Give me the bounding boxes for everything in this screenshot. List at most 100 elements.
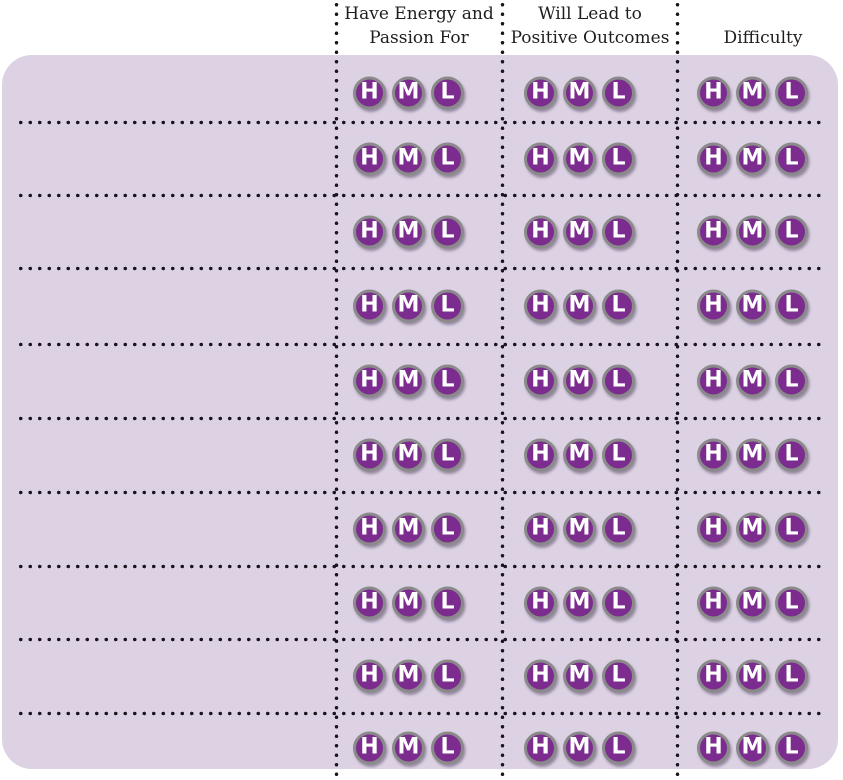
rating-high-button[interactable]: H: [524, 215, 557, 248]
rating-low-button[interactable]: L: [431, 76, 464, 109]
rating-low-button[interactable]: L: [602, 142, 635, 175]
rating-low-button[interactable]: L: [602, 586, 635, 619]
rating-high-button[interactable]: H: [353, 659, 386, 693]
rating-low-button[interactable]: L: [775, 364, 808, 398]
rating-medium-button[interactable]: M: [563, 586, 596, 619]
rating-high-button[interactable]: H: [353, 731, 386, 765]
rating-low-button[interactable]: L: [775, 289, 808, 323]
rating-low-button[interactable]: L: [602, 76, 635, 109]
task-write-area[interactable]: [16, 271, 328, 341]
rating-high-button[interactable]: H: [524, 142, 557, 175]
rating-low-button[interactable]: L: [775, 659, 808, 693]
rating-medium-button[interactable]: M: [736, 586, 769, 619]
rating-low-button[interactable]: L: [602, 289, 635, 323]
rating-high-button[interactable]: H: [697, 512, 730, 546]
rating-medium-button[interactable]: M: [736, 512, 769, 546]
task-write-area[interactable]: [16, 642, 328, 710]
rating-medium-button[interactable]: M: [736, 142, 769, 175]
rating-medium-button[interactable]: M: [392, 215, 425, 248]
rating-low-button[interactable]: L: [775, 512, 808, 546]
rating-high-button[interactable]: H: [524, 512, 557, 546]
rating-high-button[interactable]: H: [697, 215, 730, 248]
rating-low-button[interactable]: L: [602, 512, 635, 546]
rating-low-button[interactable]: L: [602, 438, 635, 472]
rating-high-button[interactable]: H: [697, 76, 730, 109]
rating-high-button[interactable]: H: [697, 142, 730, 175]
rating-low-button[interactable]: L: [775, 586, 808, 619]
rating-medium-button[interactable]: M: [392, 586, 425, 619]
rating-low-button[interactable]: L: [775, 215, 808, 248]
rating-high-button[interactable]: H: [353, 364, 386, 398]
rating-high-button[interactable]: H: [524, 659, 557, 693]
rating-medium-button[interactable]: M: [736, 731, 769, 765]
rating-medium-button[interactable]: M: [736, 659, 769, 693]
rating-low-button[interactable]: L: [431, 364, 464, 398]
rating-low-button[interactable]: L: [431, 512, 464, 546]
rating-medium-button[interactable]: M: [563, 731, 596, 765]
rating-medium-button[interactable]: M: [392, 659, 425, 693]
rating-high-button[interactable]: H: [697, 364, 730, 398]
rating-low-button[interactable]: L: [431, 289, 464, 323]
rating-medium-button[interactable]: M: [392, 438, 425, 472]
rating-medium-button[interactable]: M: [736, 364, 769, 398]
rating-medium-button[interactable]: M: [563, 215, 596, 248]
rating-low-button[interactable]: L: [431, 215, 464, 248]
rating-medium-button[interactable]: M: [563, 438, 596, 472]
rating-low-button[interactable]: L: [775, 142, 808, 175]
task-write-area[interactable]: [16, 569, 328, 636]
rating-high-button[interactable]: H: [697, 586, 730, 619]
rating-low-button[interactable]: L: [431, 659, 464, 693]
rating-high-button[interactable]: H: [697, 438, 730, 472]
rating-low-button[interactable]: L: [775, 438, 808, 472]
task-write-area[interactable]: [16, 716, 328, 766]
task-write-area[interactable]: [16, 495, 328, 563]
task-write-area[interactable]: [16, 421, 328, 489]
rating-medium-button[interactable]: M: [736, 215, 769, 248]
rating-high-button[interactable]: H: [524, 438, 557, 472]
task-write-area[interactable]: [16, 125, 328, 192]
rating-medium-button[interactable]: M: [392, 364, 425, 398]
rating-high-button[interactable]: H: [697, 289, 730, 323]
rating-low-button[interactable]: L: [602, 659, 635, 693]
rating-high-button[interactable]: H: [697, 659, 730, 693]
rating-high-button[interactable]: H: [524, 76, 557, 109]
rating-high-button[interactable]: H: [524, 731, 557, 765]
rating-medium-button[interactable]: M: [736, 438, 769, 472]
task-write-area[interactable]: [16, 58, 328, 119]
rating-high-button[interactable]: H: [353, 76, 386, 109]
rating-low-button[interactable]: L: [431, 731, 464, 765]
rating-low-button[interactable]: L: [602, 364, 635, 398]
rating-medium-button[interactable]: M: [563, 289, 596, 323]
rating-high-button[interactable]: H: [353, 215, 386, 248]
rating-medium-button[interactable]: M: [392, 76, 425, 109]
rating-high-button[interactable]: H: [353, 586, 386, 619]
rating-low-button[interactable]: L: [431, 438, 464, 472]
rating-low-button[interactable]: L: [431, 142, 464, 175]
task-write-area[interactable]: [16, 198, 328, 265]
rating-low-button[interactable]: L: [431, 586, 464, 619]
rating-medium-button[interactable]: M: [736, 76, 769, 109]
rating-high-button[interactable]: H: [524, 586, 557, 619]
rating-high-button[interactable]: H: [697, 731, 730, 765]
rating-medium-button[interactable]: M: [563, 364, 596, 398]
rating-low-button[interactable]: L: [602, 215, 635, 248]
rating-high-button[interactable]: H: [524, 364, 557, 398]
rating-low-button[interactable]: L: [775, 76, 808, 109]
rating-high-button[interactable]: H: [353, 438, 386, 472]
rating-medium-button[interactable]: M: [736, 289, 769, 323]
rating-low-button[interactable]: L: [602, 731, 635, 765]
rating-medium-button[interactable]: M: [392, 142, 425, 175]
rating-medium-button[interactable]: M: [563, 659, 596, 693]
rating-high-button[interactable]: H: [353, 289, 386, 323]
rating-high-button[interactable]: H: [524, 289, 557, 323]
rating-medium-button[interactable]: M: [563, 512, 596, 546]
rating-low-button[interactable]: L: [775, 731, 808, 765]
task-write-area[interactable]: [16, 347, 328, 415]
rating-medium-button[interactable]: M: [392, 289, 425, 323]
rating-medium-button[interactable]: M: [392, 512, 425, 546]
rating-high-button[interactable]: H: [353, 142, 386, 175]
rating-medium-button[interactable]: M: [563, 76, 596, 109]
rating-medium-button[interactable]: M: [392, 731, 425, 765]
rating-medium-button[interactable]: M: [563, 142, 596, 175]
rating-high-button[interactable]: H: [353, 512, 386, 546]
